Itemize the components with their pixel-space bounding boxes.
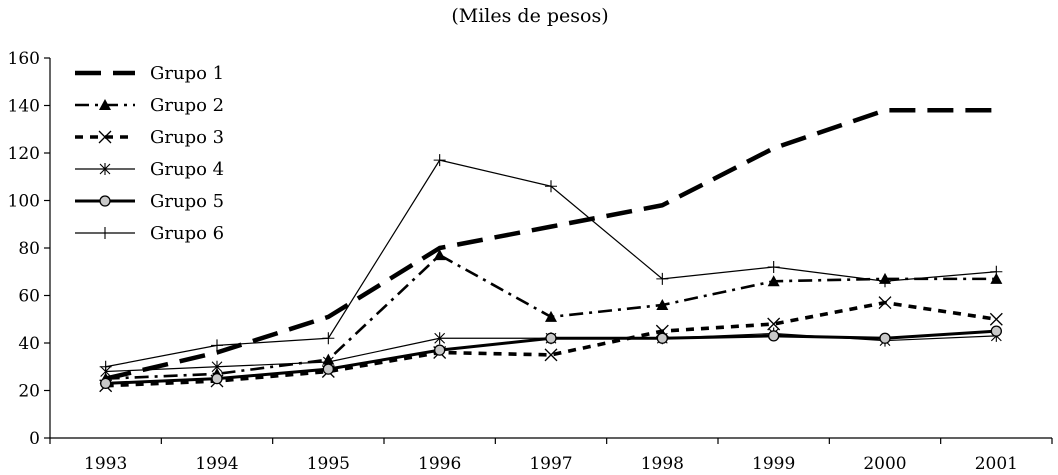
x-tick-label: 1999 (752, 454, 795, 474)
series-grupo-5-point (322, 363, 334, 375)
series-grupo-5-point (990, 325, 1002, 337)
legend-label: Grupo 1 (150, 63, 224, 84)
legend-series-grupo-2-point (99, 99, 111, 110)
x-tick-label: 1993 (84, 454, 127, 474)
y-tick-label: 160 (8, 49, 40, 69)
y-tick-label: 0 (29, 429, 40, 449)
series-grupo-3-point (878, 296, 892, 310)
series-grupo-5-point (100, 377, 112, 390)
y-tick-label: 80 (18, 239, 40, 259)
legend-series-grupo-3-point (98, 130, 112, 144)
legend-series-grupo-4-point (99, 163, 111, 175)
series-grupo-2-point (433, 249, 446, 261)
series-grupo-3-point (989, 312, 1003, 326)
x-tick-label: 1995 (307, 454, 350, 474)
x-tick-label: 1996 (418, 454, 461, 474)
legend-label: Grupo 6 (150, 223, 224, 244)
series-grupo-2-point (767, 275, 780, 287)
series-grupo-2-point (990, 272, 1003, 284)
legend-item: Grupo 6 (75, 223, 224, 244)
legend-label: Grupo 5 (150, 191, 224, 212)
series-grupo-6-point (99, 360, 112, 373)
axes: 0 20 40 60 80 100 120 140 160 1993 1994 1995 1996 199… (8, 49, 1053, 474)
series-grupo-3-point (544, 348, 558, 362)
series-grupo-6-point (767, 261, 780, 273)
y-tick-label: 20 (18, 382, 40, 402)
series-grupo-6-point (211, 339, 223, 352)
x-tick-label: 2001 (975, 454, 1018, 474)
series-grupo-2-point (545, 310, 557, 322)
y-tick-label: 100 (8, 192, 40, 212)
series-grupo-5-point (545, 332, 557, 344)
legend-series-grupo-5-point (99, 195, 111, 207)
legend-label: Grupo 4 (150, 159, 224, 180)
chart-title: (Miles de pesos) (451, 5, 608, 27)
series-layer (99, 108, 1003, 393)
series-grupo-6-point (322, 332, 335, 345)
series-grupo-5-point (211, 372, 223, 385)
x-tick-label: 2000 (863, 454, 906, 474)
x-tick-label: 1998 (641, 454, 684, 474)
legend-item: Grupo 2 (75, 95, 224, 116)
series-grupo-4-point (211, 360, 223, 373)
series-grupo-6-point (656, 272, 669, 285)
y-tick-label: 40 (18, 334, 40, 354)
series-grupo-5 (100, 325, 1002, 390)
legend-label: Grupo 2 (150, 95, 224, 116)
series-grupo-5-point (768, 330, 780, 342)
series-grupo-6-point (433, 154, 446, 167)
series-grupo-6-point (545, 180, 557, 193)
y-tick-label: 140 (8, 97, 40, 117)
series-grupo-5-point (879, 332, 891, 344)
series-grupo-6-point (990, 265, 1003, 278)
series-grupo-6-point (879, 275, 891, 288)
series-grupo-3-point (767, 317, 781, 331)
series-grupo-2-point (656, 299, 669, 310)
legend-item: Grupo 4 (75, 159, 224, 180)
series-grupo-2 (99, 249, 1003, 384)
legend-item: Grupo 3 (75, 127, 224, 148)
x-tick-label: 1994 (195, 454, 238, 474)
legend-item: Grupo 1 (75, 63, 224, 84)
series-grupo-1-line (105, 108, 997, 381)
y-tick-label: 120 (8, 144, 40, 164)
x-tick-label: 1997 (529, 454, 572, 474)
series-grupo-5-point (434, 344, 446, 356)
series-grupo-4-point (434, 332, 446, 345)
legend: Grupo 1 Grupo 2 Grupo 3 Grupo 4 Grupo 5 Grupo… (75, 63, 224, 244)
legend-series-grupo-6-point (99, 227, 111, 239)
y-tick-label: 60 (18, 287, 40, 307)
series-grupo-5-point (656, 332, 668, 344)
legend-label: Grupo 3 (150, 127, 224, 148)
series-grupo-1 (105, 108, 997, 381)
series-grupo-6 (99, 154, 1003, 373)
legend-item: Grupo 5 (75, 191, 224, 212)
